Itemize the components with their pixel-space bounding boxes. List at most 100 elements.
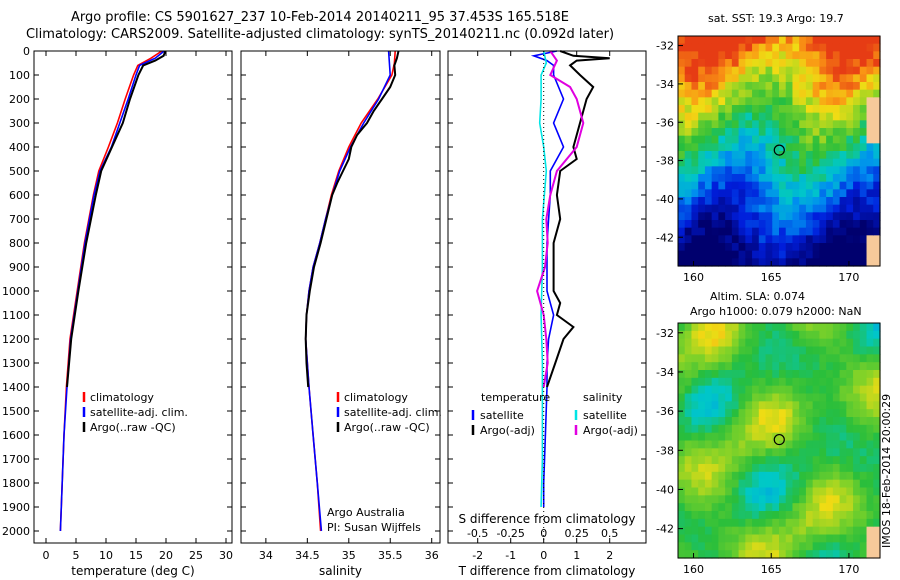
field-cell [691,128,699,137]
field-cell [812,197,820,206]
field-cell [873,487,881,496]
field-cell [745,495,753,504]
field-cell [785,166,794,175]
field-cell [866,166,874,175]
field-cell [832,424,841,434]
field-cell [704,534,713,543]
field-cell [785,440,794,449]
field-cell [779,346,787,355]
field-cell [752,323,760,332]
field-cell [772,370,780,379]
map-y-tick-label: -32 [656,327,674,340]
map-y-tick-label: -36 [656,405,674,418]
field-cell [819,82,827,91]
field-cell [799,197,807,206]
argo-float-marker [773,433,785,446]
field-cell [779,250,787,259]
x-tick-label: 1 [573,549,580,562]
field-cell [826,550,834,559]
field-cell [853,338,861,348]
field-cell [846,220,854,229]
field-cell [846,197,854,206]
field-cell [805,197,814,206]
field-cell [826,128,834,137]
field-cell [859,448,868,457]
field-cell [799,220,807,229]
field-cell [846,471,854,481]
field-cell [745,471,753,481]
field-cell [691,487,699,496]
field-cell [819,456,827,465]
field-cell [866,51,874,60]
field-cell [859,74,868,83]
field-cell [725,220,733,229]
field-cell [839,464,847,473]
field-cell [691,43,699,52]
field-cell [826,511,834,520]
field-cell [826,89,834,98]
x-tick-label: -2 [472,549,483,562]
field-cell [711,503,719,512]
field-cell [745,181,753,190]
field-cell [698,424,706,434]
field-cell [792,479,800,489]
field-cell [684,120,693,129]
field-cell [785,417,794,426]
field-cell [785,43,794,52]
axes-frame [33,50,233,544]
field-cell [859,36,868,45]
field-cell [698,518,706,528]
field-cell [684,105,693,114]
field-cell [691,59,699,68]
legend-label: climatology [344,391,408,404]
field-cell [691,377,699,387]
field-cell [698,82,706,91]
field-cell [691,385,699,395]
field-cell [704,120,713,129]
field-cell [785,385,794,395]
field-cell [765,385,773,395]
field-cell [738,417,746,426]
field-cell [698,338,706,348]
field-cell [745,385,753,395]
field-cell [725,479,733,489]
field-cell [866,432,874,442]
field-cell [725,235,733,244]
field-cell [846,409,854,418]
field-cell [812,424,820,434]
field-cell [745,59,753,68]
field-cell [826,385,834,395]
field-cell [684,250,693,259]
field-cell [812,330,820,340]
field-cell [765,74,773,83]
field-cell [704,212,713,221]
field-cell [698,151,706,160]
field-cell [839,220,847,229]
x-tick-label: 35 [342,549,356,562]
field-cell [725,36,733,45]
field-cell [691,401,699,410]
field-cell [799,112,807,121]
field-cell [704,66,713,75]
map-y-tick-label: -32 [656,40,674,53]
field-cell [812,338,820,348]
field-cell [745,43,753,52]
field-cell [678,511,686,520]
x-axis-label-top: S difference from climatology [459,512,636,526]
field-cell [846,250,854,259]
field-cell [765,51,773,60]
field-cell [826,143,834,152]
field-cell [799,471,807,481]
field-cell [698,43,706,52]
field-cell [691,258,699,267]
field-cell [873,158,881,167]
field-cell [745,250,753,259]
legend-heading-temperature: temperature [481,391,550,404]
field-cell [812,417,820,426]
field-cell [799,409,807,418]
field-cell [678,424,686,434]
field-cell [691,526,699,536]
field-cell [758,59,767,68]
field-cell [738,66,746,75]
field-cell [711,518,719,528]
